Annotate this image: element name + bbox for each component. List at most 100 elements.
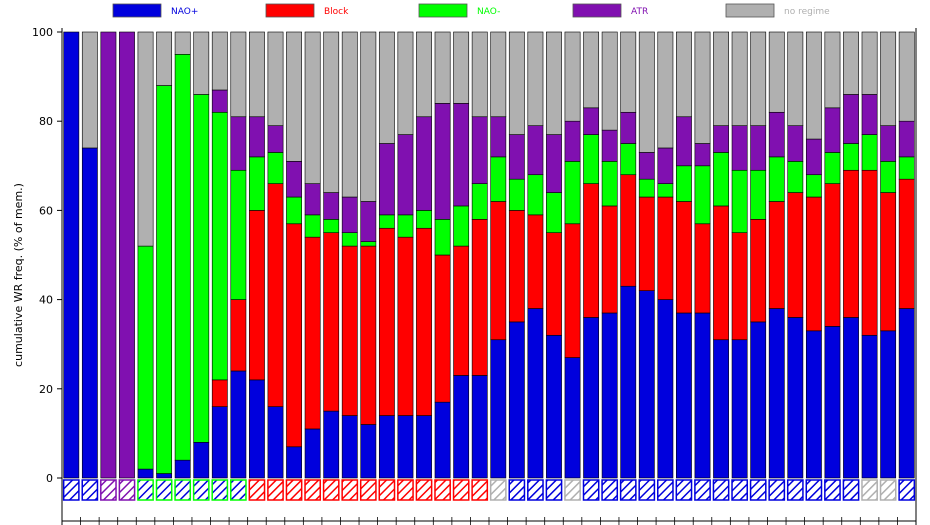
legend-swatch-block: [265, 3, 315, 18]
bar-nao--44: [880, 161, 897, 193]
legend-label-nao-: NAO-: [477, 7, 500, 17]
bar-no-regime-35: [713, 31, 729, 126]
legend-label-block: Block: [324, 7, 349, 17]
regime-indicator-36: [731, 479, 748, 501]
bar-block-37: [750, 219, 767, 323]
bar-atr-13: [304, 183, 321, 216]
y-tick-label-80: 80: [39, 115, 53, 128]
bar-nao--10: [249, 156, 265, 211]
bar-no-regime-6: [174, 31, 191, 55]
regime-indicator-39: [786, 479, 804, 501]
bar-no-regime-9: [230, 31, 247, 118]
bar-nao--30: [620, 285, 637, 479]
bar-no-regime-14: [323, 31, 340, 193]
bar-nao--37: [750, 169, 767, 220]
bar-nao--21: [453, 205, 470, 247]
bar-nao--22: [471, 183, 488, 220]
regime-indicator-38: [768, 479, 786, 501]
bar-nao--18: [397, 415, 414, 479]
bar-nao--9: [230, 370, 247, 479]
bar-block-44: [880, 192, 897, 332]
x-axis: [61, 28, 917, 525]
bar-atr-19: [416, 116, 432, 211]
bar-nao--21: [453, 375, 470, 479]
regime-indicator-43: [861, 479, 878, 501]
bar-block-9: [230, 299, 247, 372]
bar-nao--1: [81, 147, 98, 479]
bar-nao--26: [546, 334, 562, 479]
bar-nao--7: [193, 94, 210, 443]
bar-no-regime-27: [564, 31, 581, 122]
bar-atr-41: [824, 107, 841, 153]
regime-indicator-35: [712, 479, 730, 501]
bar-block-40: [805, 196, 822, 332]
regime-indicator-16: [359, 479, 377, 501]
bar-nao--11: [267, 406, 284, 479]
bar-block-8: [211, 379, 228, 407]
bar-nao--39: [787, 317, 804, 479]
bar-no-regime-7: [193, 31, 210, 95]
regime-indicator-40: [805, 479, 823, 501]
regime-indicator-25: [527, 479, 544, 501]
bar-nao--34: [694, 165, 711, 225]
regime-indicator-37: [749, 479, 767, 501]
regime-indicator-42: [842, 479, 860, 501]
bar-block-21: [453, 245, 470, 376]
bar-nao--20: [434, 401, 451, 479]
bar-nao--8: [211, 111, 228, 381]
legend-label-nao-: NAO+: [171, 7, 198, 17]
bar-nao--36: [731, 339, 748, 479]
bar-nao--32: [657, 183, 674, 198]
regime-indicator-17: [378, 479, 396, 501]
bar-no-regime-17: [378, 31, 395, 144]
bar-no-regime-10: [249, 31, 265, 118]
bar-nao--35: [713, 152, 729, 207]
y-axis-title: cumulative WR freq. (% of mem.): [12, 183, 25, 367]
bar-nao--31: [638, 178, 655, 198]
bar-nao--19: [416, 210, 432, 229]
bar-no-regime-4: [137, 31, 154, 247]
bar-no-regime-45: [898, 31, 915, 122]
regime-indicator-26: [545, 479, 563, 501]
bar-atr-15: [341, 196, 358, 234]
bar-nao--18: [397, 214, 414, 238]
bar-no-regime-20: [434, 31, 451, 104]
bar-atr-30: [620, 111, 637, 144]
bar-atr-43: [861, 94, 878, 135]
bar-no-regime-1: [81, 31, 98, 149]
bar-nao--32: [657, 299, 674, 479]
bar-no-regime-37: [750, 31, 767, 126]
bar-nao--24: [508, 321, 525, 479]
bar-no-regime-42: [843, 31, 859, 95]
bar-atr-17: [378, 143, 395, 216]
bar-atr-39: [787, 125, 804, 162]
bar-nao--10: [249, 379, 265, 479]
bar-no-regime-40: [805, 31, 822, 140]
bar-nao--29: [601, 312, 618, 479]
bar-nao--30: [620, 143, 637, 176]
regime-indicator-14: [322, 479, 340, 501]
bar-nao--12: [286, 196, 302, 225]
bar-nao--0: [63, 31, 80, 479]
bar-block-43: [861, 169, 878, 336]
regime-indicator-45: [898, 479, 916, 501]
bar-atr-35: [713, 125, 729, 153]
bar-atr-2: [100, 31, 117, 479]
bar-atr-14: [323, 192, 340, 220]
bar-nao--39: [787, 161, 804, 193]
bar-no-regime-33: [676, 31, 692, 118]
bar-nao--12: [286, 446, 302, 479]
bar-nao--5: [156, 473, 173, 479]
regime-indicator-7: [192, 479, 210, 501]
bar-atr-28: [583, 107, 600, 135]
bar-no-regime-43: [861, 31, 878, 95]
bar-block-38: [768, 201, 785, 309]
regime-indicator-4: [137, 479, 154, 501]
bar-block-31: [638, 196, 655, 291]
bar-block-30: [620, 174, 637, 287]
bar-no-regime-26: [546, 31, 562, 135]
y-axis: 0 20 40 60 80 100: [32, 26, 63, 525]
regime-indicator-21: [452, 479, 470, 501]
bar-nao--15: [341, 415, 358, 479]
bar-no-regime-12: [286, 31, 302, 162]
